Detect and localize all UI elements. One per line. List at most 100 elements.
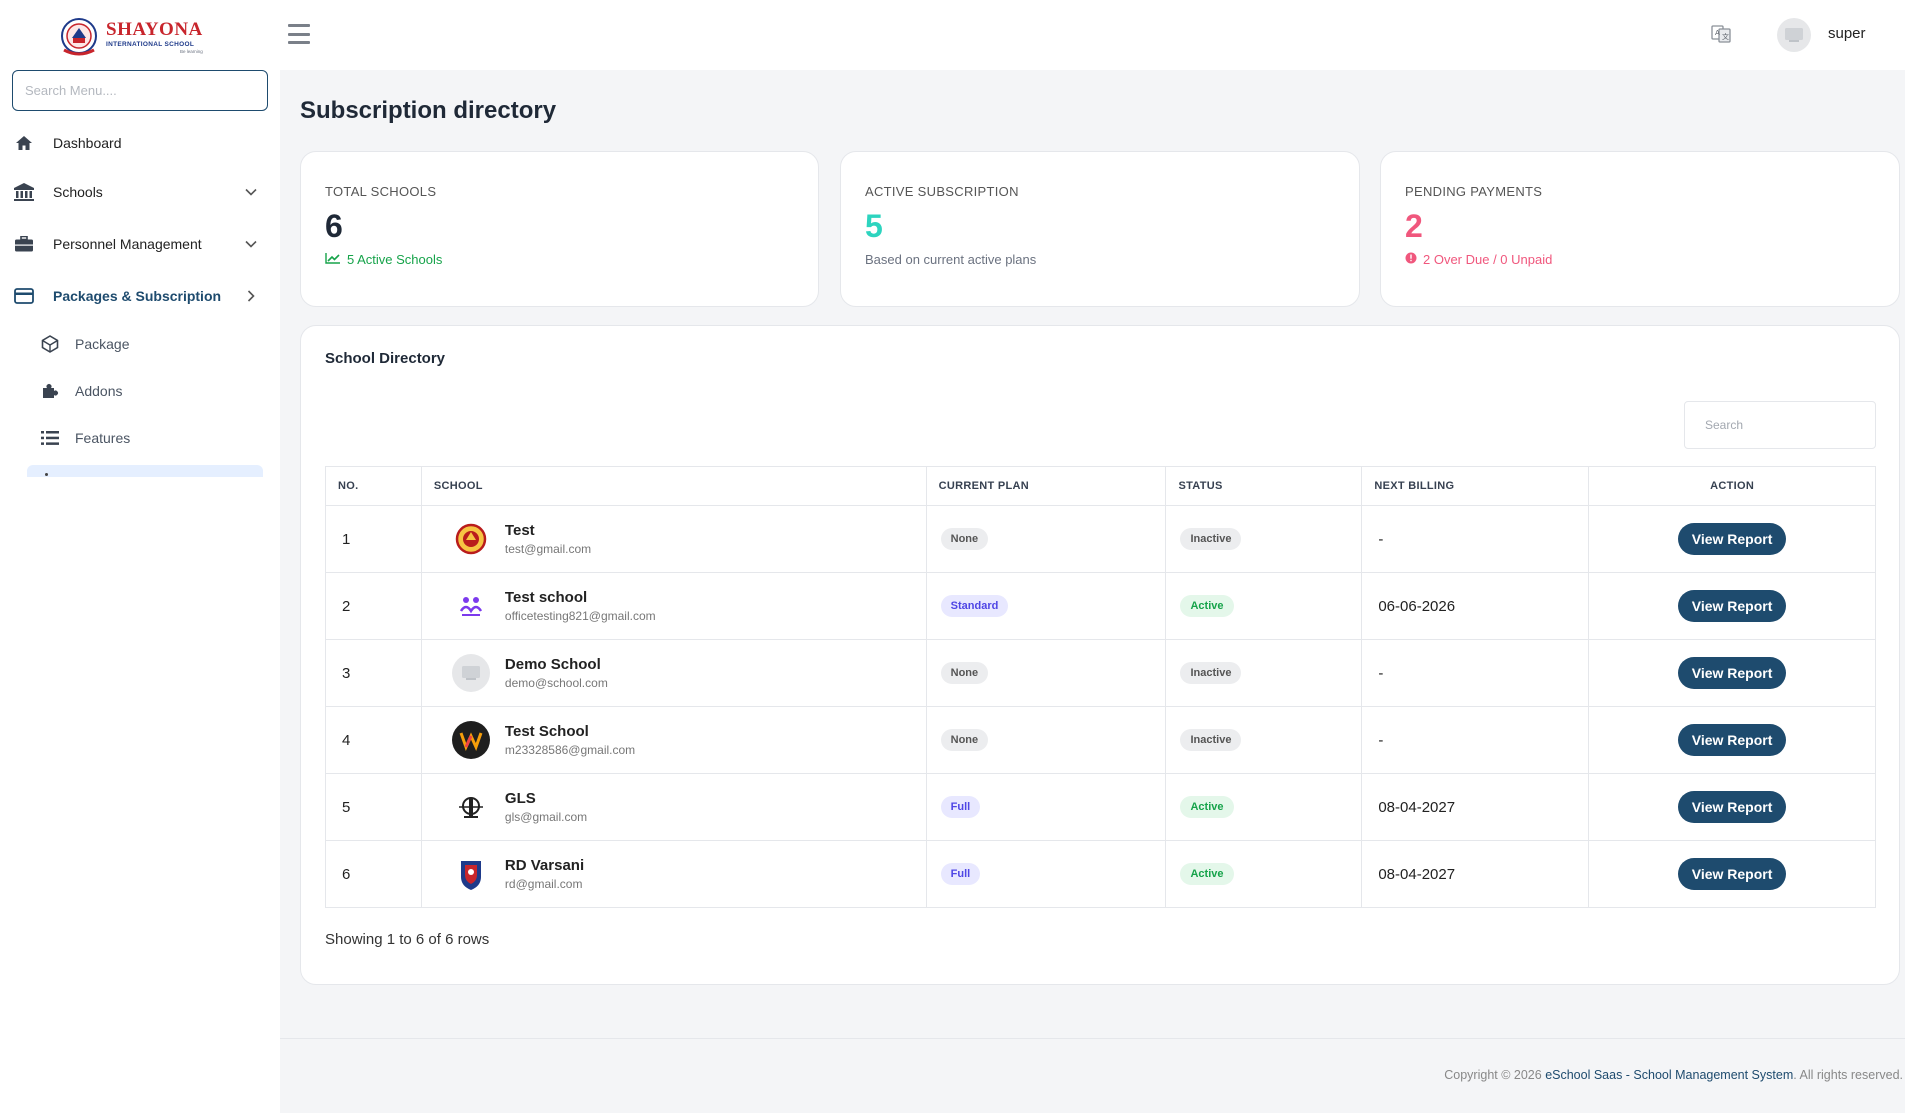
action-cell: View Report bbox=[1588, 840, 1876, 908]
sidebar-item-schools[interactable]: Schools bbox=[14, 176, 266, 208]
footer: Copyright © 2026 eSchool Saas - School M… bbox=[1444, 1068, 1903, 1082]
view-report-button[interactable]: View Report bbox=[1677, 858, 1787, 890]
table-row: 6 RD Varsani rd@gmail.com Full Active 08… bbox=[325, 840, 1876, 908]
list-icon bbox=[40, 428, 60, 448]
package-icon bbox=[40, 334, 60, 354]
school-name: RD Varsani bbox=[504, 857, 585, 874]
column-header-current-plan[interactable]: CURRENT PLAN bbox=[925, 466, 1167, 506]
action-cell: View Report bbox=[1588, 773, 1876, 841]
sidebar-item-label: Schools bbox=[53, 184, 103, 200]
plan-cell: Full bbox=[925, 840, 1167, 908]
status-cell: Active bbox=[1165, 840, 1363, 908]
footer-suffix: . All rights reserved. bbox=[1793, 1068, 1903, 1082]
plan-badge: None bbox=[940, 662, 989, 684]
view-report-button[interactable]: View Report bbox=[1677, 724, 1787, 756]
status-badge: Inactive bbox=[1180, 528, 1242, 550]
trend-up-icon bbox=[325, 252, 341, 267]
stat-value: 2 bbox=[1405, 208, 1423, 244]
table-row: 1 Test test@gmail.com None Inactive - bbox=[325, 505, 1876, 573]
school-emblem-icon bbox=[58, 16, 100, 58]
sidebar-subitem-label: Features bbox=[75, 430, 131, 446]
column-header-school[interactable]: SCHOOL bbox=[420, 466, 927, 506]
chevron-down-icon[interactable] bbox=[244, 185, 258, 204]
stat-sub: 2 Over Due / 0 Unpaid bbox=[1405, 252, 1552, 267]
status-cell: Active bbox=[1165, 773, 1363, 841]
school-name: Test school bbox=[504, 589, 588, 606]
pagination-info: Showing 1 to 6 of 6 rows bbox=[325, 931, 490, 948]
next-billing: - bbox=[1361, 639, 1590, 707]
stat-card-active-subscription: ACTIVE SUBSCRIPTION 5 Based on current a… bbox=[840, 151, 1360, 307]
sidebar-item-label: Packages & Subscription bbox=[53, 288, 222, 304]
plan-cell: Standard bbox=[925, 572, 1167, 640]
sidebar-subitem-active-highlight[interactable] bbox=[27, 465, 263, 477]
bullet-icon bbox=[45, 473, 48, 476]
sidebar-item-dashboard[interactable]: Dashboard bbox=[14, 127, 266, 159]
plan-badge: None bbox=[940, 528, 989, 550]
stat-sub-text: 5 Active Schools bbox=[347, 252, 443, 267]
svg-text:A: A bbox=[1715, 29, 1720, 37]
status-cell: Active bbox=[1165, 572, 1363, 640]
home-icon bbox=[14, 133, 34, 153]
column-header-no[interactable]: NO. bbox=[325, 466, 422, 506]
column-header-action: ACTION bbox=[1588, 466, 1876, 506]
avatar[interactable] bbox=[1777, 18, 1811, 52]
sidebar-item-packages-subscription[interactable]: Packages & Subscription bbox=[14, 280, 266, 312]
school-logo-icon bbox=[451, 855, 490, 893]
school-email: demo@school.com bbox=[504, 676, 608, 690]
status-cell: Inactive bbox=[1165, 639, 1363, 707]
status-badge: Active bbox=[1180, 595, 1234, 617]
view-report-button[interactable]: View Report bbox=[1677, 791, 1787, 823]
school-logo-icon bbox=[451, 788, 490, 826]
sidebar-subitem-addons[interactable]: Addons bbox=[40, 376, 260, 406]
school-logo-icon bbox=[451, 654, 490, 692]
status-badge: Active bbox=[1180, 863, 1234, 885]
plan-cell: None bbox=[925, 706, 1167, 774]
status-cell: Inactive bbox=[1165, 706, 1363, 774]
row-number: 4 bbox=[325, 706, 422, 774]
table-row: 5 GLS gls@gmail.com Full Active 08-04-20… bbox=[325, 773, 1876, 841]
plan-badge: None bbox=[940, 729, 989, 751]
view-report-button[interactable]: View Report bbox=[1677, 523, 1787, 555]
action-cell: View Report bbox=[1588, 505, 1876, 573]
school-logo-icon bbox=[451, 721, 490, 759]
school-cell: Test school officetesting821@gmail.com bbox=[420, 572, 927, 640]
table-search-input[interactable] bbox=[1684, 401, 1876, 449]
school-name: Demo School bbox=[504, 656, 601, 673]
plan-cell: None bbox=[925, 639, 1167, 707]
svg-text:文: 文 bbox=[1722, 32, 1729, 41]
sidebar-item-personnel-management[interactable]: Personnel Management bbox=[14, 228, 266, 260]
school-logo[interactable]: SHAYONA INTERNATIONAL SCHOOL Be learning bbox=[58, 14, 208, 60]
user-name[interactable]: super bbox=[1828, 25, 1866, 42]
stat-card-pending-payments: PENDING PAYMENTS 2 2 Over Due / 0 Unpaid bbox=[1380, 151, 1900, 307]
school-cell: RD Varsani rd@gmail.com bbox=[420, 840, 927, 908]
sidebar-subitem-features[interactable]: Features bbox=[40, 423, 260, 453]
chevron-right-icon[interactable] bbox=[244, 289, 258, 308]
school-name: GLS bbox=[504, 790, 536, 807]
bank-icon bbox=[14, 182, 34, 202]
sidebar-subitem-label: Addons bbox=[75, 383, 123, 399]
stat-card-total-schools: TOTAL SCHOOLS 6 5 Active Schools bbox=[300, 151, 819, 307]
school-cell: Test School m23328586@gmail.com bbox=[420, 706, 927, 774]
stat-sub-text: Based on current active plans bbox=[865, 252, 1037, 267]
column-header-status[interactable]: STATUS bbox=[1165, 466, 1363, 506]
view-report-button[interactable]: View Report bbox=[1677, 590, 1787, 622]
row-number: 1 bbox=[325, 505, 422, 573]
footer-link[interactable]: eSchool Saas - School Management System bbox=[1545, 1068, 1794, 1082]
chevron-down-icon[interactable] bbox=[244, 237, 258, 256]
sidebar-subitem-package[interactable]: Package bbox=[40, 329, 260, 359]
alert-circle-icon bbox=[1405, 252, 1417, 267]
row-number: 3 bbox=[325, 639, 422, 707]
menu-search-input[interactable] bbox=[12, 70, 268, 111]
table-row: 4 Test School m23328586@gmail.com None I… bbox=[325, 706, 1876, 774]
column-header-next-billing[interactable]: NEXT BILLING bbox=[1361, 466, 1590, 506]
view-report-button[interactable]: View Report bbox=[1677, 657, 1787, 689]
stat-label: TOTAL SCHOOLS bbox=[325, 184, 437, 199]
school-cell: GLS gls@gmail.com bbox=[420, 773, 927, 841]
row-number: 5 bbox=[325, 773, 422, 841]
brand-name: SHAYONA bbox=[106, 18, 203, 40]
school-email: officetesting821@gmail.com bbox=[504, 609, 656, 623]
hamburger-icon[interactable] bbox=[288, 24, 310, 44]
action-cell: View Report bbox=[1588, 572, 1876, 640]
